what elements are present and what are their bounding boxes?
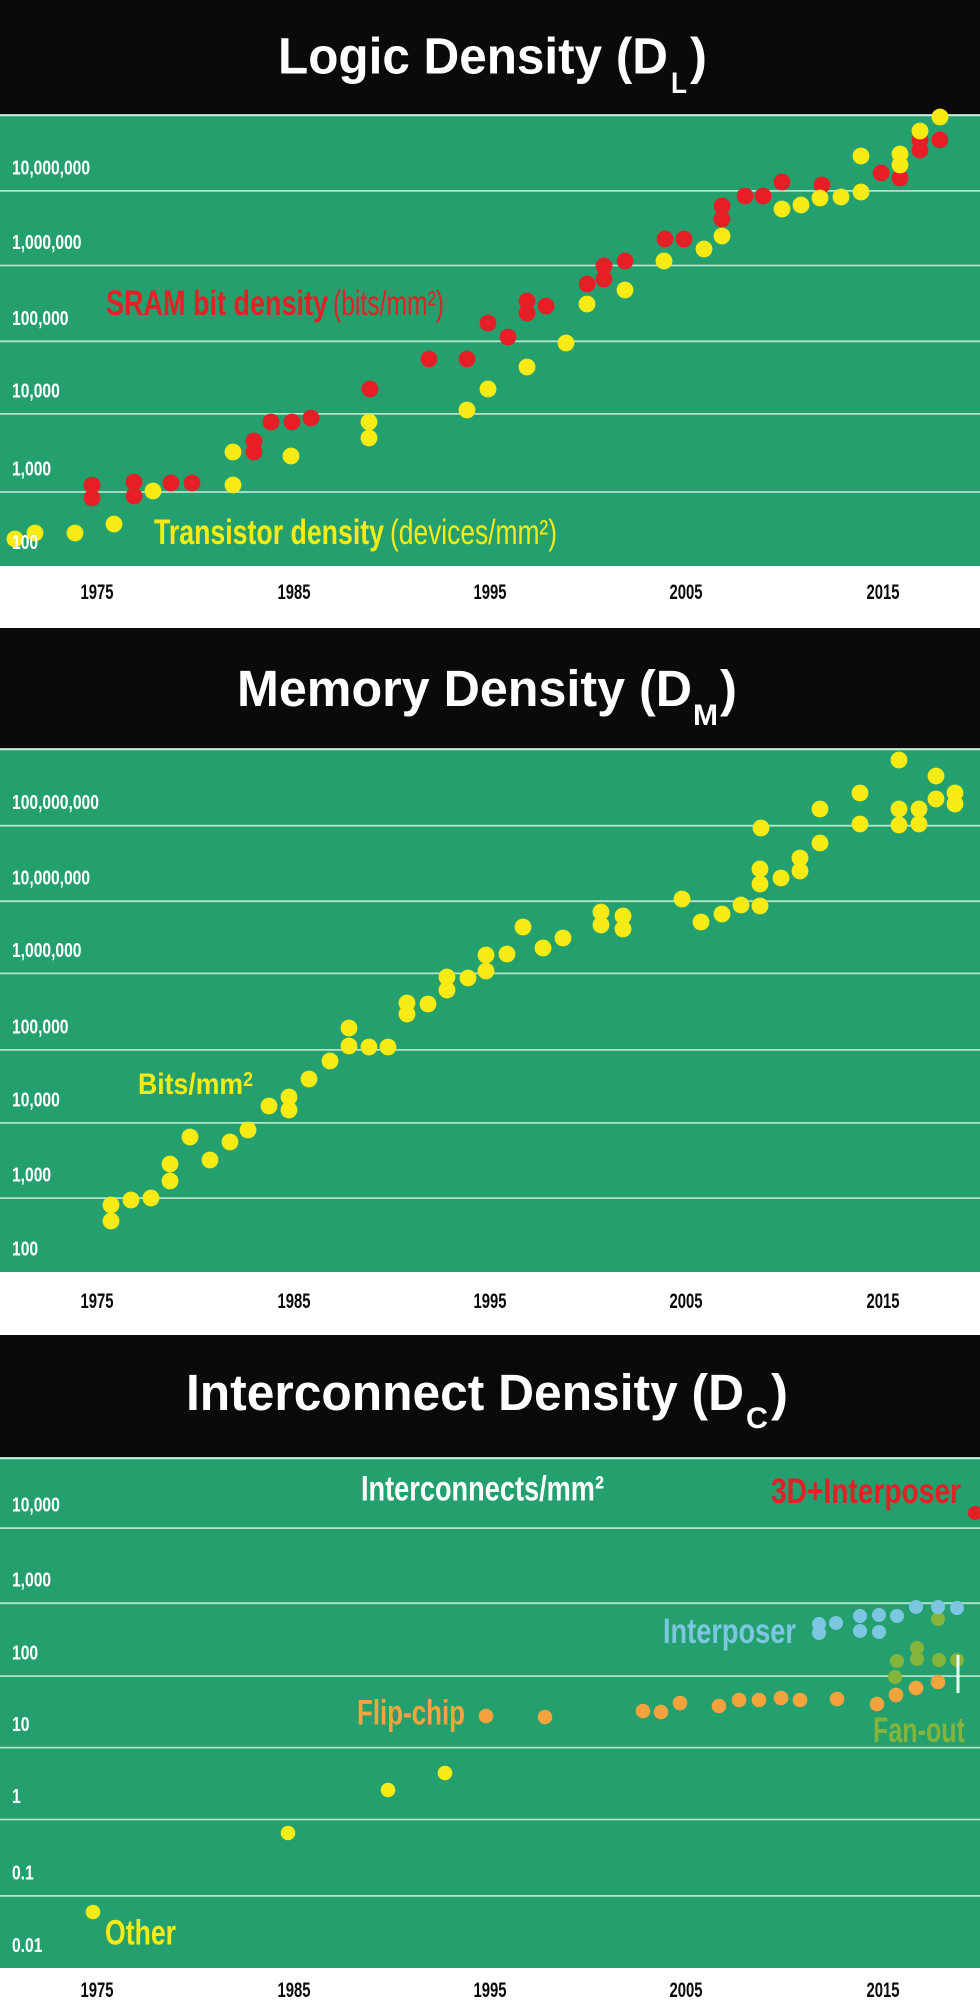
svg-text:10,000: 10,000 <box>12 1495 60 1517</box>
svg-text:100: 100 <box>12 532 38 554</box>
svg-text:Bits/mm2: Bits/mm2 <box>138 1068 253 1101</box>
svg-text:1995: 1995 <box>474 1978 507 2002</box>
svg-text:1985: 1985 <box>278 1978 311 2002</box>
svg-text:0.1: 0.1 <box>12 1862 34 1884</box>
svg-text:Fan-out: Fan-out <box>873 1711 965 1750</box>
svg-text:1975: 1975 <box>81 1289 114 1313</box>
svg-text:Memory Density (D: Memory Density (D <box>237 660 692 717</box>
svg-text:1,000: 1,000 <box>12 1165 51 1187</box>
svg-text:2015: 2015 <box>867 1978 900 2002</box>
svg-text:Logic Density (D: Logic Density (D <box>278 28 668 85</box>
svg-text:2005: 2005 <box>670 580 703 604</box>
svg-text:2005: 2005 <box>670 1289 703 1313</box>
svg-text:2015: 2015 <box>867 1289 900 1313</box>
svg-text:2015: 2015 <box>867 580 900 604</box>
svg-text:Interconnects/mm²: Interconnects/mm² <box>361 1470 604 1509</box>
svg-text:2005: 2005 <box>670 1978 703 2002</box>
svg-text:1,000,000: 1,000,000 <box>12 232 82 254</box>
svg-text:1995: 1995 <box>474 580 507 604</box>
svg-text:): ) <box>720 660 737 717</box>
svg-text:Interconnect Density (D: Interconnect Density (D <box>186 1364 744 1421</box>
svg-text:): ) <box>771 1364 788 1421</box>
svg-text:Flip-chip: Flip-chip <box>357 1694 465 1733</box>
svg-text:10,000,000: 10,000,000 <box>12 868 90 890</box>
svg-text:100,000: 100,000 <box>12 308 69 330</box>
svg-text:10,000,000: 10,000,000 <box>12 157 90 179</box>
svg-text:1,000: 1,000 <box>12 459 51 481</box>
svg-text:(devices/mm²): (devices/mm²) <box>390 513 557 552</box>
svg-text:M: M <box>693 699 718 732</box>
svg-text:): ) <box>690 28 707 85</box>
svg-text:C: C <box>746 1402 768 1435</box>
svg-text:Other: Other <box>105 1914 176 1953</box>
svg-text:Interposer: Interposer <box>663 1612 796 1651</box>
svg-text:100: 100 <box>12 1643 38 1665</box>
svg-text:100: 100 <box>12 1239 38 1261</box>
svg-text:1985: 1985 <box>278 1289 311 1313</box>
svg-text:10,000: 10,000 <box>12 1089 60 1111</box>
svg-text:(bits/mm²): (bits/mm²) <box>333 284 444 323</box>
svg-text:10,000: 10,000 <box>12 380 60 402</box>
svg-text:10: 10 <box>12 1714 29 1736</box>
svg-text:1,000,000: 1,000,000 <box>12 940 82 962</box>
svg-text:3D+Interposer: 3D+Interposer <box>771 1472 961 1511</box>
svg-text:1975: 1975 <box>81 1978 114 2002</box>
svg-text:0.01: 0.01 <box>12 1935 42 1957</box>
svg-text:L: L <box>671 67 687 100</box>
svg-text:1: 1 <box>12 1786 21 1808</box>
svg-text:100,000: 100,000 <box>12 1016 69 1038</box>
svg-text:SRAM bit density: SRAM bit density <box>106 284 328 323</box>
svg-text:1995: 1995 <box>474 1289 507 1313</box>
svg-text:1985: 1985 <box>278 580 311 604</box>
svg-text:100,000,000: 100,000,000 <box>12 792 99 814</box>
svg-text:Transistor density: Transistor density <box>154 513 384 552</box>
svg-text:1,000: 1,000 <box>12 1570 51 1592</box>
svg-text:1975: 1975 <box>81 580 114 604</box>
